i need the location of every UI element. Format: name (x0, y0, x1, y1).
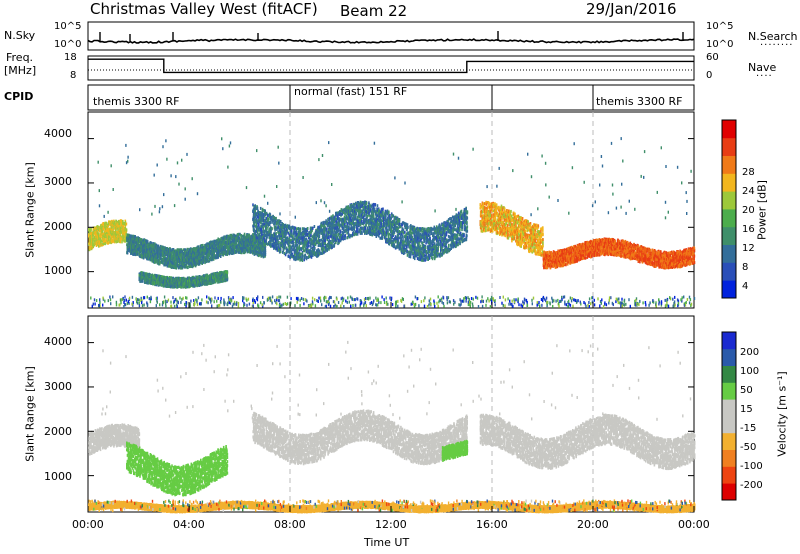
freq-panel (88, 56, 694, 80)
data-cell (143, 257, 145, 260)
data-cell (137, 253, 139, 256)
data-cell (121, 240, 123, 243)
data-cell (154, 249, 156, 252)
data-cell (98, 237, 100, 240)
nsky-trace (88, 31, 694, 43)
data-cell (120, 240, 122, 243)
data-cell (147, 240, 149, 243)
freq-trace (88, 59, 694, 72)
data-cell (90, 228, 92, 231)
radar-figure (0, 0, 800, 554)
data-cell (104, 242, 106, 245)
data-cell (125, 240, 127, 243)
data-cell (126, 228, 128, 231)
data-cell (103, 222, 105, 225)
nsky-panel (88, 22, 694, 50)
nsky-line (88, 39, 694, 43)
data-cell (139, 238, 141, 241)
data-cell (126, 223, 128, 226)
